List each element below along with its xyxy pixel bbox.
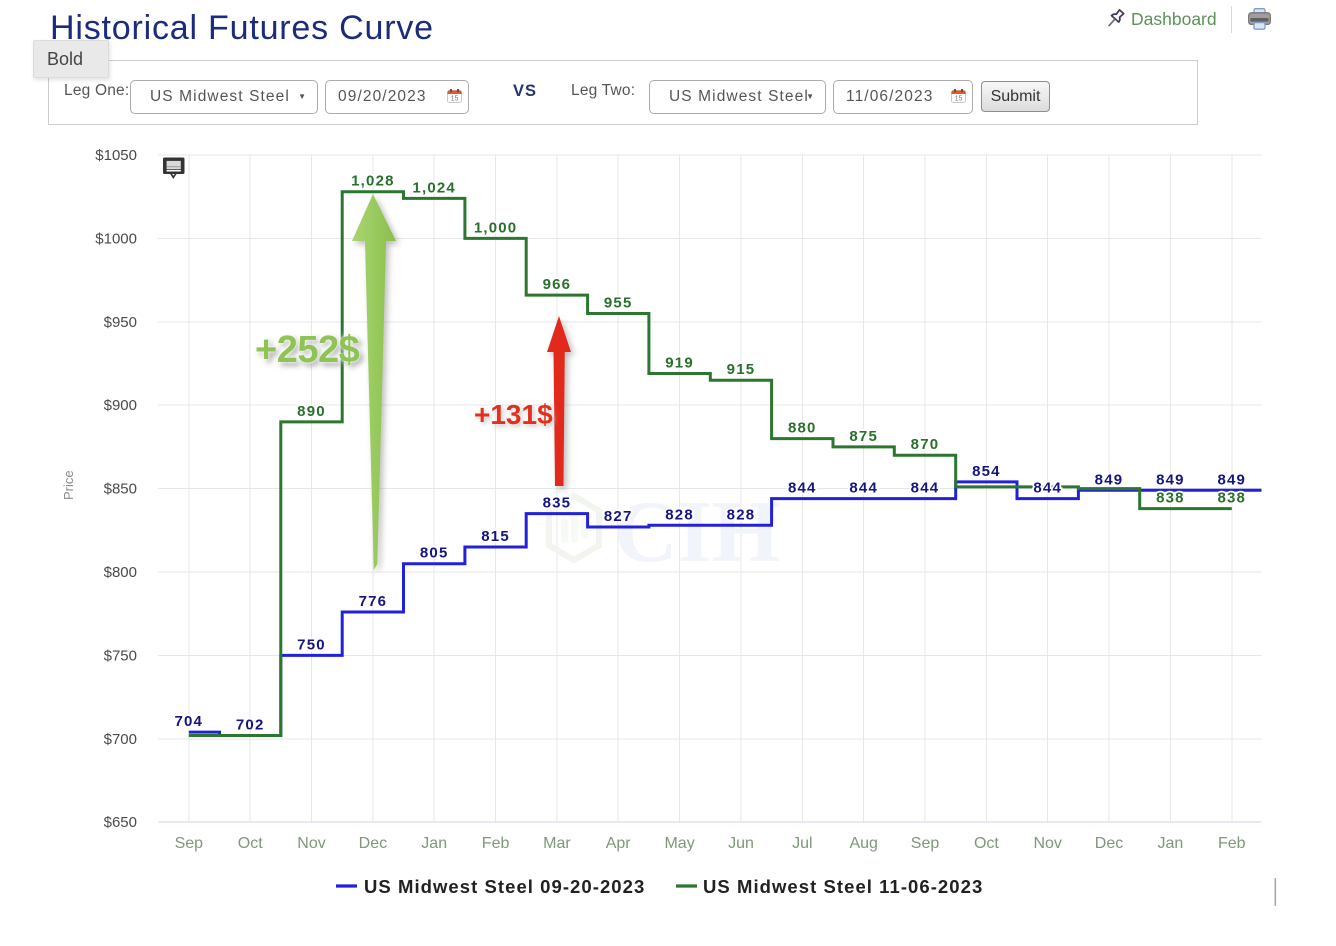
svg-text:890: 890 [297,403,326,420]
svg-text:$850: $850 [104,481,137,498]
svg-text:Nov: Nov [297,835,325,852]
svg-text:Dec: Dec [1095,835,1123,852]
svg-text:Sep: Sep [175,835,204,852]
svg-text:835: 835 [543,495,572,512]
svg-text:Jun: Jun [728,835,754,852]
svg-text:May: May [664,835,694,852]
svg-text:1,028: 1,028 [351,173,395,190]
svg-text:Jan: Jan [1158,835,1184,852]
svg-text:702: 702 [236,717,265,734]
svg-text:880: 880 [788,420,817,437]
svg-text:704: 704 [174,713,203,730]
svg-text:US Midwest Steel 11-06-2023: US Midwest Steel 11-06-2023 [703,876,983,897]
svg-text:915: 915 [727,361,756,378]
svg-text:Feb: Feb [482,835,510,852]
svg-text:$800: $800 [104,564,137,581]
svg-text:844: 844 [1033,480,1062,497]
svg-text:Aug: Aug [849,835,877,852]
svg-text:Nov: Nov [1033,835,1061,852]
svg-text:849: 849 [1156,471,1185,488]
svg-text:$950: $950 [104,314,137,331]
svg-text:$1050: $1050 [95,147,137,164]
svg-text:844: 844 [788,480,817,497]
svg-text:919: 919 [665,355,694,372]
svg-text:15: 15 [955,96,963,103]
svg-text:15: 15 [451,96,459,103]
svg-text:875: 875 [849,428,878,445]
svg-text:870: 870 [911,436,940,453]
svg-text:$750: $750 [104,647,137,664]
svg-text:776: 776 [359,593,388,610]
svg-text:750: 750 [297,636,326,653]
svg-text:849: 849 [1095,471,1124,488]
svg-text:Oct: Oct [974,835,999,852]
svg-text:805: 805 [420,545,449,562]
svg-text:955: 955 [604,295,633,312]
svg-text:Dec: Dec [359,835,387,852]
svg-text:Oct: Oct [238,835,263,852]
svg-text:815: 815 [481,528,510,545]
svg-text:844: 844 [849,480,878,497]
svg-text:854: 854 [972,463,1001,480]
svg-text:Jul: Jul [792,835,812,852]
svg-text:Sep: Sep [911,835,940,852]
svg-text:Jan: Jan [421,835,447,852]
svg-text:$900: $900 [104,397,137,414]
svg-text:1,000: 1,000 [474,219,518,236]
svg-text:US Midwest Steel 09-20-2023: US Midwest Steel 09-20-2023 [364,876,645,897]
svg-text:$650: $650 [104,814,137,831]
svg-text:Mar: Mar [543,835,571,852]
svg-text:1,024: 1,024 [412,179,456,196]
svg-text:827: 827 [604,508,633,525]
svg-text:844: 844 [911,480,940,497]
svg-text:966: 966 [543,276,572,293]
svg-text:Apr: Apr [606,835,632,852]
svg-text:828: 828 [727,506,756,523]
svg-text:838: 838 [1217,490,1246,507]
svg-text:828: 828 [665,506,694,523]
svg-text:838: 838 [1156,490,1185,507]
svg-text:$1000: $1000 [95,230,137,247]
svg-text:849: 849 [1217,471,1246,488]
svg-text:CIH: CIH [614,484,780,581]
svg-text:Price: Price [61,470,76,500]
svg-text:$700: $700 [104,731,137,748]
svg-text:Feb: Feb [1218,835,1246,852]
